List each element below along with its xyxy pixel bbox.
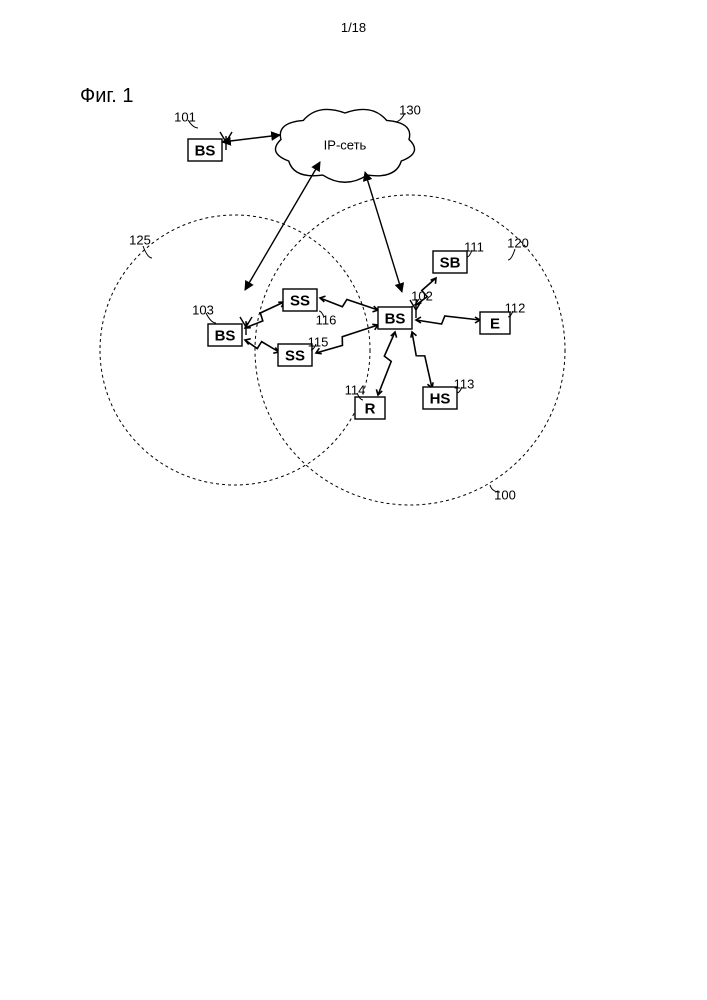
svg-text:112: 112 <box>505 301 526 316</box>
svg-text:101: 101 <box>174 110 196 125</box>
svg-text:113: 113 <box>454 377 475 392</box>
svg-text:R: R <box>365 401 376 418</box>
wireless-link-icon <box>245 302 284 328</box>
node-sb: SB <box>433 251 467 273</box>
coverage-cell <box>100 215 370 485</box>
svg-text:102: 102 <box>411 289 433 304</box>
wireless-link-icon <box>320 296 378 312</box>
wireless-link-icon <box>411 332 433 388</box>
node-hs: HS <box>423 387 457 409</box>
svg-text:103: 103 <box>192 303 214 318</box>
node-bs: BS <box>188 132 232 161</box>
svg-text:IP-сеть: IP-сеть <box>324 138 367 153</box>
link-arrow <box>365 172 402 292</box>
svg-text:100: 100 <box>494 488 516 503</box>
link-arrow <box>245 162 320 290</box>
page: 1/18 Фиг. 1 125120IP-сеть130BS101BS103BS… <box>0 0 707 1000</box>
svg-text:130: 130 <box>399 103 421 118</box>
svg-text:116: 116 <box>316 313 337 328</box>
svg-text:SS: SS <box>290 293 310 310</box>
svg-text:SB: SB <box>440 255 461 272</box>
wireless-link-icon <box>245 339 279 353</box>
network-diagram: 125120IP-сеть130BS101BS103BS102SS116SS11… <box>0 0 707 1000</box>
svg-text:HS: HS <box>430 391 451 408</box>
svg-text:115: 115 <box>308 335 329 350</box>
wireless-link-icon <box>416 316 480 324</box>
wireless-link-icon <box>376 332 396 395</box>
node-r: R <box>355 397 385 419</box>
node-ss: SS <box>283 289 317 311</box>
svg-text:111: 111 <box>464 240 484 255</box>
svg-text:125: 125 <box>129 233 151 248</box>
svg-text:BS: BS <box>195 143 216 160</box>
svg-text:BS: BS <box>215 328 236 345</box>
svg-text:E: E <box>490 316 500 333</box>
svg-text:SS: SS <box>285 348 305 365</box>
svg-text:120: 120 <box>507 236 529 251</box>
svg-text:BS: BS <box>385 311 406 328</box>
link-arrow <box>222 135 280 142</box>
svg-text:114: 114 <box>345 383 366 398</box>
